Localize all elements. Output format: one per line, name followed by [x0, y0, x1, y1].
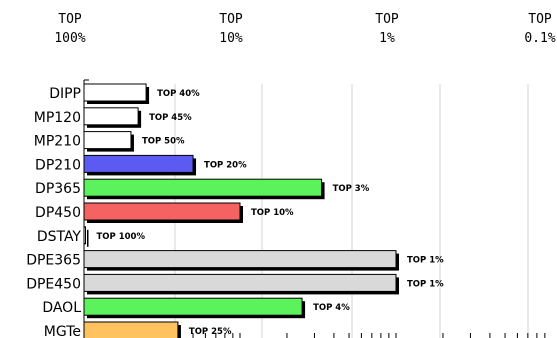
data-label-dstay: TOP 100%	[97, 232, 146, 242]
header-tick-100: TOP 100%	[30, 10, 110, 48]
bar-dp365	[83, 178, 323, 197]
bar-daol	[83, 297, 303, 316]
bar-mp120	[83, 107, 139, 126]
category-label-mgte: MGTe	[44, 324, 81, 338]
bar-dstay	[83, 226, 86, 245]
data-label-dp365: TOP 3%	[333, 184, 370, 194]
data-label-mgte: TOP 25%	[189, 327, 232, 337]
category-label-dp450: DP450	[35, 205, 81, 221]
bar-dpe365	[83, 250, 397, 269]
category-label-mp210: MP210	[34, 134, 81, 150]
header-tick-1: TOP 1%	[347, 10, 427, 48]
header-tick-value: 100%	[54, 31, 86, 46]
data-label-dpe450: TOP 1%	[407, 279, 444, 289]
bar-mgte	[83, 321, 179, 338]
bar-dipp	[83, 83, 147, 102]
data-label-dipp: TOP 40%	[157, 89, 200, 99]
data-label-dpe365: TOP 1%	[407, 256, 444, 266]
category-label-dstay: DSTAY	[37, 229, 82, 245]
category-label-dp210: DP210	[35, 157, 81, 173]
bar-mp210	[83, 131, 132, 150]
header-tick-top: TOP	[58, 12, 82, 27]
bar-dp210	[83, 154, 194, 173]
data-label-mp120: TOP 45%	[149, 113, 192, 123]
category-label-dipp: DIPP	[49, 86, 81, 102]
data-label-dp450: TOP 10%	[251, 208, 294, 218]
header-tick-top: TOP	[528, 12, 552, 27]
data-label-daol: TOP 4%	[313, 303, 350, 313]
category-label-dpe365: DPE365	[26, 253, 81, 269]
category-label-daol: DAOL	[42, 300, 81, 316]
header-tick-0.1: TOP 0.1%	[500, 10, 557, 48]
bar-shadow-dstay	[87, 229, 89, 247]
category-label-mp120: MP120	[34, 110, 81, 126]
header-tick-value: 1%	[379, 31, 395, 46]
header-tick-top: TOP	[375, 12, 399, 27]
data-label-mp210: TOP 50%	[142, 137, 185, 147]
bar-dp450	[83, 202, 241, 221]
header-tick-top: TOP	[219, 12, 243, 27]
category-label-dp365: DP365	[35, 181, 81, 197]
category-label-dpe450: DPE450	[26, 276, 81, 292]
data-label-dp210: TOP 20%	[204, 160, 247, 170]
header-tick-value: 10%	[219, 31, 243, 46]
header-tick-10: TOP 10%	[191, 10, 271, 48]
header-tick-value: 0.1%	[524, 31, 556, 46]
bar-dpe450	[83, 273, 397, 292]
